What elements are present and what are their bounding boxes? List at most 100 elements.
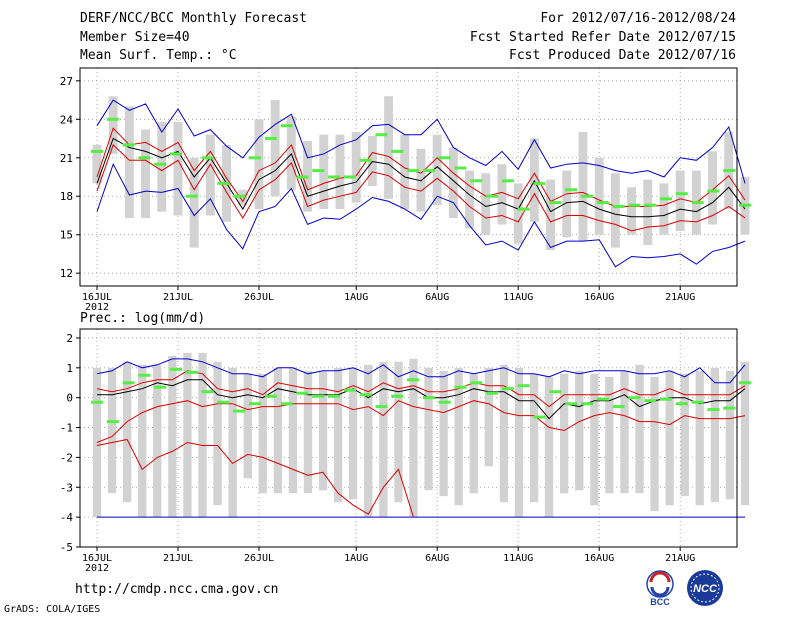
temp-ensemble-box [610,173,620,248]
forecast-period: For 2012/07/16-2012/08/24 [540,11,736,26]
prec-ensemble-box [379,361,388,518]
temp-ensemble-box [546,179,555,251]
grads-credit: GrADS: COLA/IGES [4,604,101,615]
prec-climatology-marker [644,399,657,403]
temp-ensemble-box [335,134,345,210]
prec-climatology-marker [375,405,388,409]
prec-xtick-label: 11AUG [503,553,533,564]
prec-ensemble-box [243,373,252,479]
temp-climatology-marker [628,203,641,207]
prec-climatology-marker [264,394,277,398]
temp-climatology-marker [312,169,325,173]
prec-ensemble-box [575,370,584,491]
prec-ensemble-box [424,367,433,491]
temp-ensemble-box [578,132,588,242]
temp-ensemble-box [448,147,458,218]
prec-climatology-marker [122,381,135,385]
prec-climatology-marker [549,390,562,394]
member-size: Member Size=40 [80,30,190,45]
ncc-logo-text: NCC [693,583,718,595]
prec-climatology-marker [533,415,546,419]
prec-climatology-marker [233,409,246,413]
temp-climatology-marker [264,137,277,140]
temp-ytick-label: 12 [60,267,73,280]
temp-ensemble-box [254,119,264,210]
temp-ensemble-box [351,132,361,203]
prec-ensemble-box [138,364,147,518]
temp-climatology-marker [391,149,404,153]
prec-climatology-marker [312,394,325,398]
prec-upper-percentile-line [96,370,746,408]
temp-climatology-marker [675,192,688,196]
prec-ytick-label: 0 [66,392,73,405]
prec-climatology-marker [154,385,167,389]
prec-ytick-label: -1 [60,422,73,435]
prec-ensemble-box [107,367,117,494]
prec-ytick-label: 2 [66,332,73,345]
prec-climatology-marker [486,391,499,395]
prec-panel-title: Prec.: log(mm/d) [80,311,205,326]
prec-ytick-label: -5 [60,541,73,554]
temp-xtick-label: 21JUL [163,292,193,303]
prec-ensemble-box [198,352,207,518]
temp-climatology-marker [501,179,514,183]
prec-ytick-label: -3 [60,481,73,494]
prec-ensemble-box [529,373,539,503]
temp-xtick-label: 21AUG [665,292,695,303]
prec-climatology-marker [296,391,309,395]
temp-climatology-marker [343,175,356,179]
prec-climatology-marker [170,367,182,371]
prec-ensemble-box [710,367,719,503]
temp-climatology-marker [565,188,578,192]
temp-climatology-marker [217,181,230,185]
website-url[interactable]: http://cmdp.ncc.cma.gov.cn [75,582,279,597]
temp-max-line [96,99,746,184]
temp-ensemble-box [627,187,636,235]
prec-ensemble-box [228,367,237,518]
prec-climatology-marker [470,381,483,385]
temp-xtick-label: 6AUG [425,292,449,303]
temp-ensemble-box [205,134,215,216]
temp-climatology-marker [691,201,704,205]
bcc-logo-text: BCC [650,597,670,607]
temp-climatology-marker [549,201,562,205]
temp-climatology-marker [581,194,593,198]
prec-climatology-marker [707,408,720,412]
temp-climatology-marker [185,194,198,198]
prec-climatology-marker [517,384,530,388]
prec-ensemble-box [273,367,282,494]
prec-climatology-marker [407,378,420,382]
prec-ensemble-box [665,370,674,506]
prec-climatology-marker [343,388,356,392]
prec-climatology-marker [217,400,230,404]
prec-climatology-marker [660,397,672,401]
prec-ensemble-box [364,364,373,518]
temp-climatology-marker [486,194,499,198]
prec-ensemble-box [303,370,313,494]
prec-ensemble-box [725,370,735,500]
prec-ensemble-box [123,361,132,503]
temp-xtick-label: 1AUG [344,292,368,303]
prec-climatology-marker [565,402,578,406]
prec-ensemble-box [544,376,554,518]
prec-ensemble-box [514,367,524,518]
temp-ensemble-box [708,151,717,225]
temp-climatology-marker [707,189,720,193]
prec-lower-percentile-line [96,400,746,443]
variable-label: Mean Surf. Temp.: °C [80,48,237,63]
temp-climatology-marker [328,175,341,179]
temp-climatology-marker [280,124,293,128]
prec-plot-frame [79,328,738,548]
temp-ensemble-box [643,179,653,245]
forecast-produced-date: Fcst Produced Date 2012/07/16 [509,48,736,63]
prec-ensemble-box [258,373,267,494]
temp-climatology-marker [201,156,214,160]
temp-climatology-marker [422,169,435,173]
temp-climatology-marker [660,197,672,201]
temp-climatology-marker [438,156,451,160]
temp-climatology-marker [359,158,372,162]
temp-climatology-marker [122,143,135,147]
temp-ensemble-box [384,96,393,199]
